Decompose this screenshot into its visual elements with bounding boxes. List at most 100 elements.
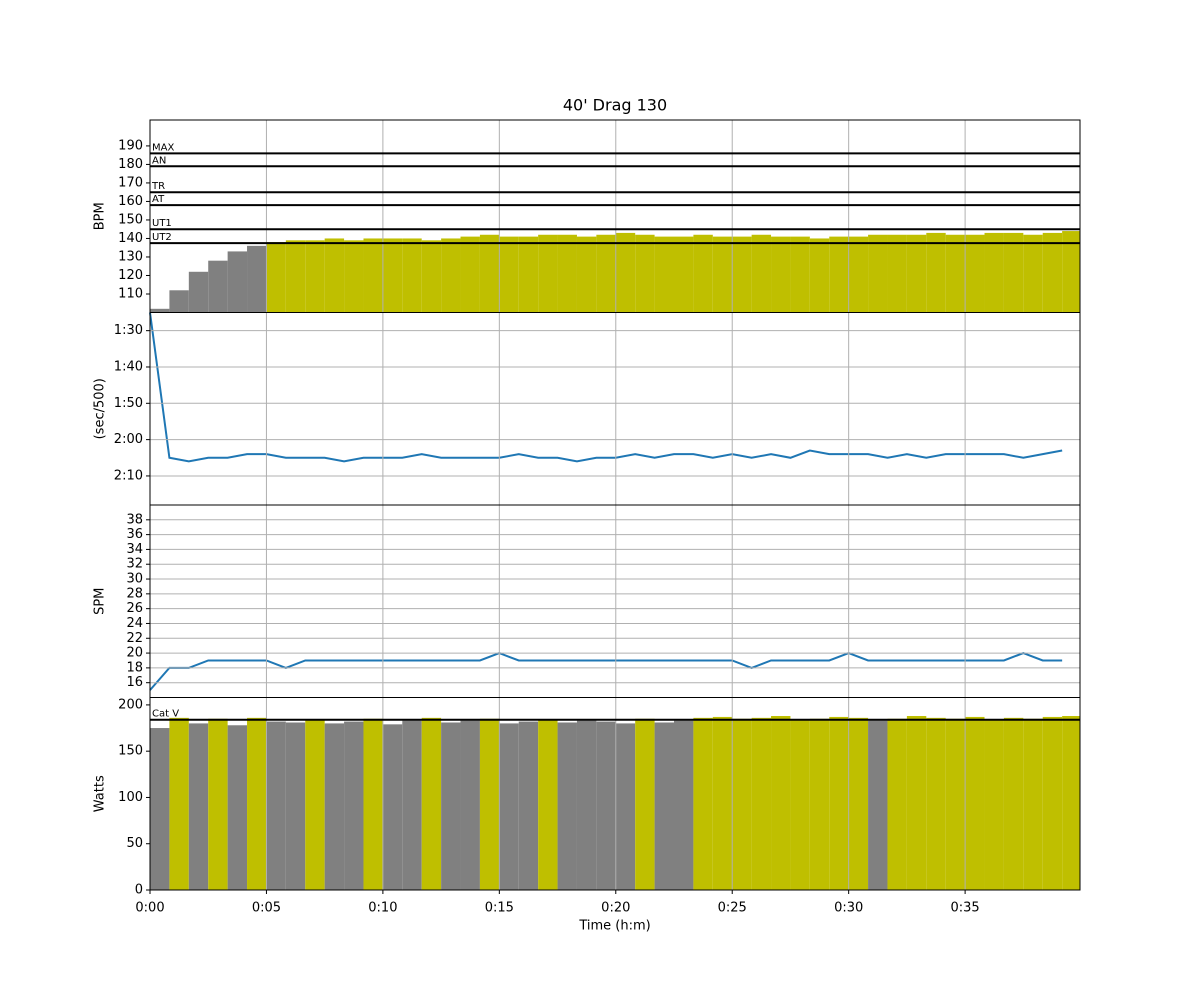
- zone-label: TR: [151, 181, 165, 192]
- bar: [751, 717, 772, 890]
- bar: [945, 234, 966, 313]
- bar: [402, 238, 422, 313]
- bar: [382, 724, 403, 890]
- y-tick-label: 130: [118, 249, 143, 264]
- bar: [363, 718, 383, 890]
- bar: [344, 240, 364, 313]
- bar: [809, 238, 830, 313]
- y-tick-label: 0: [135, 883, 143, 898]
- y-tick-label: 34: [126, 542, 143, 557]
- bar: [421, 240, 442, 313]
- bar: [324, 238, 345, 313]
- bar: [266, 721, 286, 890]
- y-tick-label: 1:30: [114, 323, 143, 338]
- bar: [712, 716, 733, 890]
- bar: [829, 236, 849, 313]
- bar: [188, 271, 209, 313]
- bar: [887, 234, 907, 313]
- bar: [771, 716, 791, 890]
- bar: [654, 722, 674, 890]
- bar: [635, 718, 655, 890]
- x-axis-label: Time (h:m): [578, 919, 650, 934]
- y-tick-label: 2:00: [114, 432, 143, 447]
- x-tick-label: 0:20: [601, 901, 630, 916]
- bar: [790, 236, 810, 313]
- y-tick-label: 170: [118, 175, 143, 190]
- bar: [305, 240, 325, 313]
- bar: [1023, 234, 1043, 313]
- bar: [1003, 717, 1024, 890]
- x-tick-label: 0:05: [252, 901, 281, 916]
- y-tick-label: 160: [118, 194, 143, 209]
- bar: [227, 725, 248, 890]
- bar: [150, 308, 170, 313]
- bar: [693, 717, 713, 890]
- bar: [906, 716, 927, 890]
- bar: [324, 723, 345, 890]
- bar: [965, 716, 985, 890]
- x-tick-label: 0:10: [368, 901, 397, 916]
- bar: [208, 718, 228, 890]
- x-tick-label: 0:15: [485, 901, 514, 916]
- bar: [247, 245, 267, 313]
- y-tick-label: 20: [126, 646, 143, 661]
- chart-title: 40' Drag 130: [563, 96, 667, 115]
- y-tick-label: 16: [126, 675, 143, 690]
- bar: [693, 234, 713, 313]
- bar: [906, 234, 927, 313]
- y-tick-label: 50: [126, 836, 143, 851]
- bar: [732, 236, 752, 313]
- bar: [596, 721, 616, 890]
- bar: [615, 723, 636, 890]
- bar: [732, 718, 752, 890]
- y-tick-label: 30: [126, 572, 143, 587]
- y-tick-label: 1:50: [114, 396, 143, 411]
- y-tick-label: 190: [118, 138, 143, 153]
- y-tick-label: 180: [118, 157, 143, 172]
- bar: [208, 260, 228, 313]
- bar: [576, 720, 597, 890]
- x-tick-label: 0:00: [135, 901, 164, 916]
- bar: [518, 236, 539, 313]
- y-tick-label: 100: [118, 790, 143, 805]
- y-axis-label: Watts: [93, 775, 108, 812]
- bar: [557, 234, 577, 313]
- y-tick-label: 28: [126, 586, 143, 601]
- zone-label: UT1: [152, 218, 172, 229]
- bar: [829, 716, 849, 890]
- y-tick-label: 32: [126, 557, 143, 572]
- bar: [169, 717, 189, 890]
- bar: [266, 242, 286, 313]
- zone-label: MAX: [152, 142, 174, 153]
- y-axis-label: SPM: [93, 588, 108, 615]
- bar: [1062, 716, 1080, 890]
- x-tick-label: 0:35: [951, 901, 980, 916]
- y-axis-label: (sec/500): [93, 378, 108, 439]
- bar: [227, 251, 248, 313]
- bar: [868, 234, 888, 313]
- y-tick-label: 24: [126, 616, 143, 631]
- bar: [712, 236, 733, 313]
- bar: [305, 719, 325, 890]
- bar: [479, 234, 500, 313]
- bar: [868, 720, 888, 890]
- y-tick-label: 2:10: [114, 468, 143, 483]
- y-tick-label: 120: [118, 268, 143, 283]
- y-tick-label: 36: [126, 527, 143, 542]
- bar: [441, 722, 461, 890]
- bar: [771, 236, 791, 313]
- line-series: [149, 652, 1063, 691]
- bar: [344, 721, 364, 890]
- y-tick-label: 110: [118, 286, 143, 301]
- y-tick-label: 22: [126, 631, 143, 646]
- bar: [673, 236, 694, 313]
- bar: [1003, 232, 1024, 313]
- bar: [538, 719, 558, 890]
- bar: [596, 234, 616, 313]
- bar: [615, 232, 636, 313]
- bar: [887, 718, 907, 890]
- bar: [460, 720, 480, 890]
- bar: [1042, 716, 1063, 890]
- bar: [421, 717, 442, 890]
- zone-label: AT: [152, 194, 165, 205]
